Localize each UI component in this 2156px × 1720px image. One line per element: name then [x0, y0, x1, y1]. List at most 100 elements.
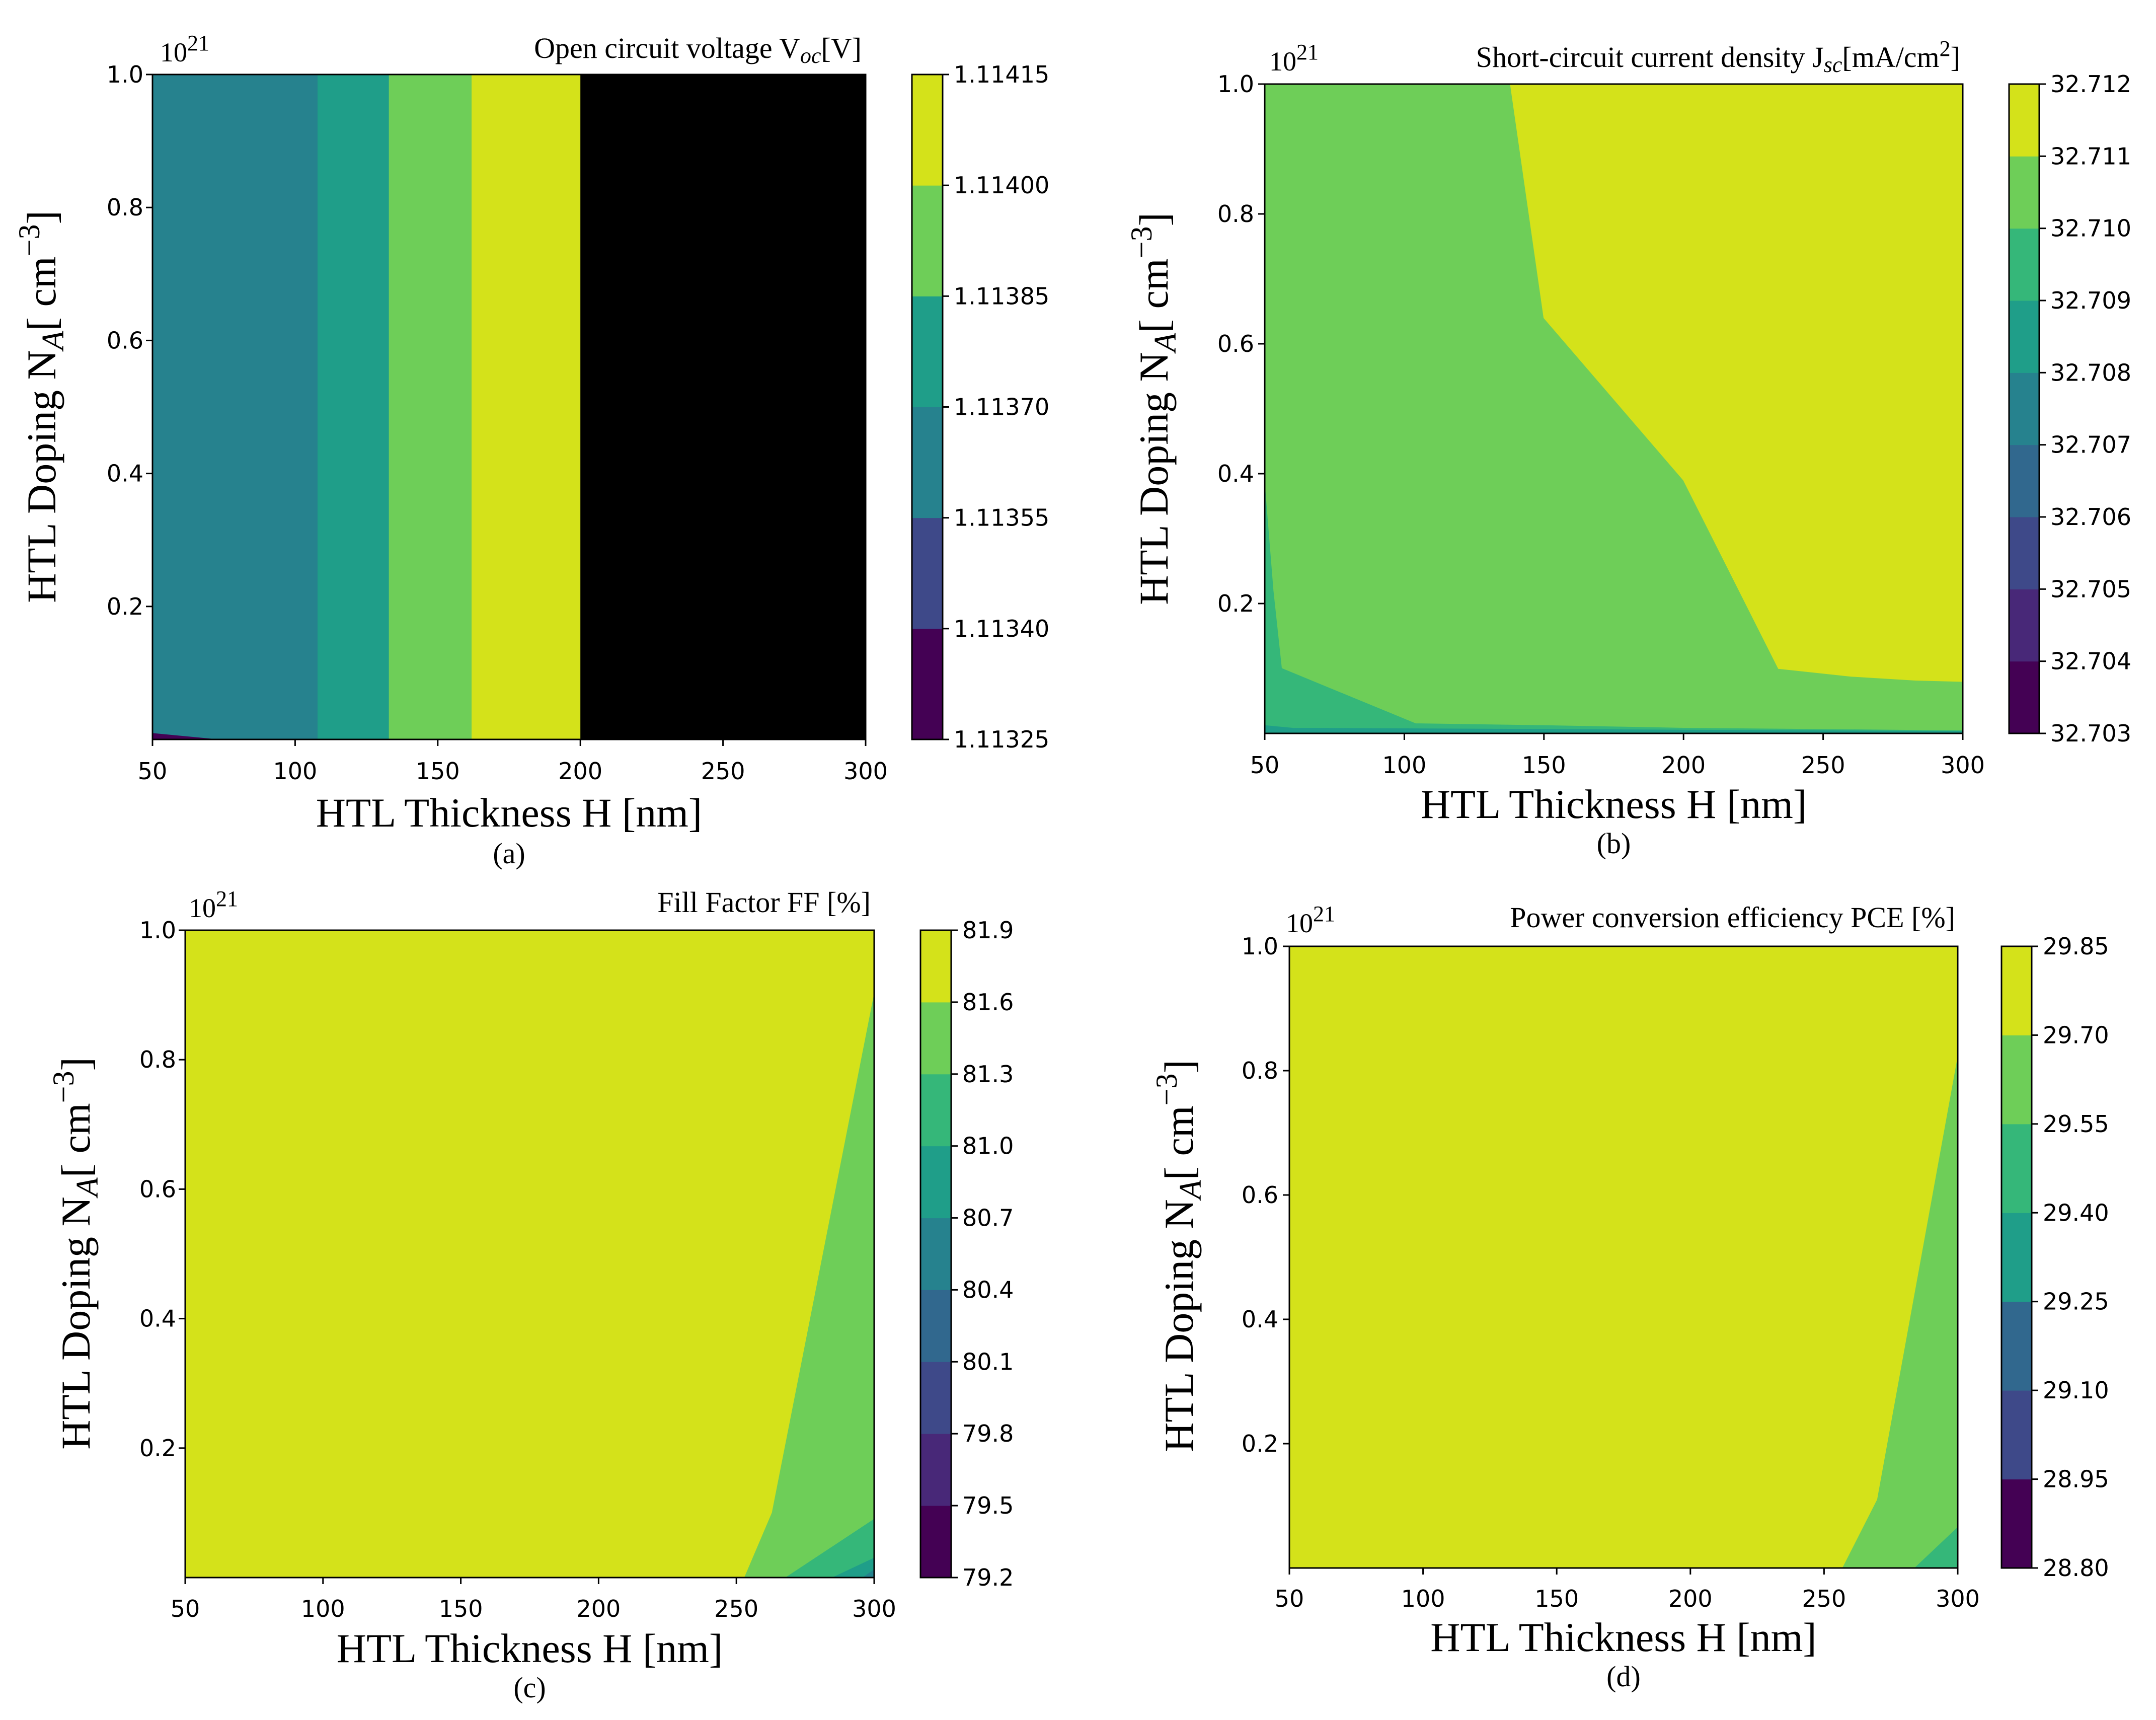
- colorbar-tick-label: 32.712: [2050, 70, 2131, 98]
- y-tick-label: 0.4: [107, 460, 143, 487]
- y-axis-multiplier: 1021: [1286, 902, 1335, 938]
- colorbar-segment: [920, 1434, 951, 1506]
- x-tick-label: 200: [1661, 752, 1706, 779]
- contour-region-level-6: [580, 74, 866, 739]
- colorbar-tick-label: 79.5: [962, 1492, 1014, 1519]
- contour-region-level-4: [862, 1569, 874, 1578]
- colorbar-tick-label: 29.55: [2043, 1110, 2109, 1138]
- colorbar-segment: [2009, 444, 2039, 517]
- x-tick-label: 100: [273, 758, 317, 785]
- panel-b: 50 100 150 200 250 300 0.2 0.4 0.6 0.8 1.0 1021 Shor…: [1125, 36, 2131, 860]
- colorbar-frame: [2000, 945, 2033, 1569]
- colorbar-segment: [2001, 1124, 2032, 1213]
- colorbar-segment: [920, 1362, 951, 1434]
- y-axis-label: HTL Doping NA[ cm−3]: [1150, 1060, 1208, 1452]
- colorbar-frame: [2008, 83, 2040, 734]
- x-tick-label: 150: [1534, 1585, 1579, 1612]
- contour-region-level-8: [185, 930, 874, 1578]
- panel-title: Open circuit voltage Voc[V]: [534, 32, 862, 68]
- colorbar-segment: [2001, 1213, 2032, 1302]
- colorbar-tick-label: 1.11325: [954, 726, 1049, 753]
- colorbar-tick-label: 80.7: [962, 1205, 1014, 1232]
- colorbar-tick-label: 29.40: [2043, 1199, 2109, 1226]
- contour-region-level-4: [1914, 1527, 1958, 1568]
- y-axis-multiplier: 1021: [1269, 40, 1319, 77]
- colorbar-tick-label: 1.11370: [954, 394, 1049, 421]
- contour-regions: [1289, 946, 1958, 1568]
- colorbar-segment: [2009, 228, 2039, 301]
- colorbar-segment: [912, 185, 943, 296]
- x-tick-label: 250: [701, 758, 745, 785]
- contour-region-level-6: [785, 1519, 874, 1578]
- x-tick-label: 150: [439, 1595, 483, 1622]
- y-tick-label: 0.2: [107, 593, 143, 620]
- colorbar-segment: [2009, 589, 2039, 662]
- y-tick-label: 0.8: [1217, 200, 1254, 228]
- x-tick-label: 150: [416, 758, 460, 785]
- y-tick-label: 0.6: [139, 1175, 176, 1203]
- colorbar-segment: [2001, 1390, 2032, 1480]
- colorbar-tick-label: 32.708: [2050, 359, 2131, 386]
- contour-region-level-5: [1265, 725, 1963, 733]
- colorbar-segment: [920, 1506, 951, 1578]
- panel-title: Fill Factor FF [%]: [657, 886, 871, 919]
- colorbar-tick-label: 32.705: [2050, 575, 2131, 603]
- colorbar-tick-label: 32.704: [2050, 648, 2131, 675]
- panel-a: 50 100 150 200 250 300 0.2 0.4 0.6 0.8 1.0 1021 Open…: [13, 31, 1049, 870]
- x-tick-label: 100: [1401, 1585, 1445, 1612]
- colorbar-tick-label: 1.11355: [954, 504, 1049, 532]
- y-tick-label: 0.8: [107, 194, 143, 221]
- y-tick-label: 0.8: [1242, 1057, 1278, 1084]
- x-tick-label: 200: [1668, 1585, 1713, 1612]
- x-tick-label: 250: [714, 1595, 758, 1622]
- colorbar-tick-label: 29.85: [2043, 933, 2109, 960]
- y-axis-multiplier: 1021: [189, 886, 238, 923]
- colorbar-segment: [2001, 1035, 2032, 1125]
- colorbar-tick-label: 1.11385: [954, 282, 1049, 310]
- x-tick-label: 100: [1382, 752, 1426, 779]
- y-tick-label: 0.6: [1242, 1181, 1278, 1209]
- colorbar-segment: [920, 1290, 951, 1362]
- plot-frame: [184, 929, 875, 1579]
- x-tick-label: 300: [1941, 752, 1985, 779]
- colorbar-tick-label: 28.95: [2043, 1466, 2109, 1493]
- contour-regions: [1265, 84, 1963, 733]
- contour-region-level-7: [744, 995, 874, 1578]
- y-axis-label: HTL Doping NA[ cm−3]: [13, 210, 70, 603]
- plot-frame: [1288, 945, 1959, 1569]
- panel-title: Short-circuit current density Jsc[mA/cm2…: [1476, 36, 1960, 77]
- colorbar-tick-label: 29.25: [2043, 1288, 2109, 1315]
- y-tick-label: 0.2: [139, 1435, 176, 1462]
- contour-region-level-5: [832, 1557, 874, 1578]
- contour-region-level-8: [1510, 84, 1963, 682]
- colorbar-tick-label: 32.710: [2050, 215, 2131, 242]
- colorbar-segment: [2009, 661, 2039, 734]
- colorbar-tick-label: 32.703: [2050, 720, 2131, 747]
- colorbar-segment: [912, 407, 943, 518]
- y-tick-label: 1.0: [107, 61, 143, 88]
- y-axis-label: HTL Doping NA[ cm−3]: [1125, 212, 1183, 605]
- colorbar-tick-label: 32.706: [2050, 503, 2131, 531]
- y-tick-label: 0.2: [1242, 1430, 1278, 1457]
- panel-label: (a): [493, 837, 525, 870]
- contour-region-level-6: [1265, 486, 1963, 733]
- contour-region-level-0: [152, 733, 215, 739]
- y-tick-label: 0.4: [139, 1305, 176, 1332]
- colorbar-tick-label: 81.9: [962, 917, 1014, 944]
- y-axis-multiplier: 1021: [160, 31, 209, 67]
- colorbar-tick-label: 32.711: [2050, 142, 2131, 170]
- x-tick-label: 250: [1801, 752, 1845, 779]
- contour-region-level-5: [472, 74, 581, 739]
- y-tick-label: 0.6: [107, 327, 143, 354]
- x-tick-label: 300: [852, 1595, 896, 1622]
- contour-regions: [152, 74, 866, 739]
- colorbar-segment: [920, 1002, 951, 1075]
- colorbar-tick-label: 1.11415: [954, 61, 1049, 88]
- y-tick-label: 0.2: [1217, 590, 1254, 617]
- colorbar-segment: [912, 74, 943, 186]
- y-tick-label: 0.4: [1217, 460, 1254, 487]
- colorbar-segment: [2009, 517, 2039, 589]
- colorbar-frame: [919, 929, 952, 1579]
- colorbar-segment: [912, 296, 943, 407]
- panel-label: (d): [1606, 1660, 1641, 1693]
